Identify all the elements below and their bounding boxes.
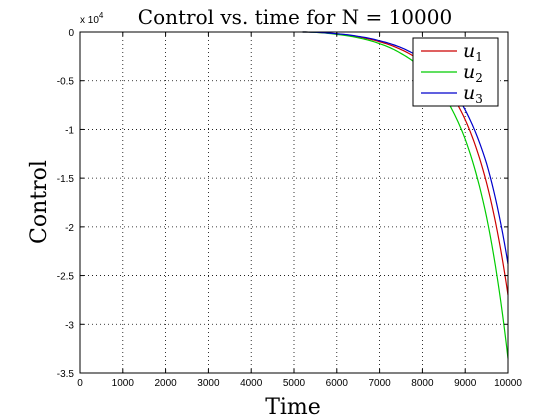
y-tick-label: -1 [65,125,74,136]
y-tick-label: -0.5 [57,77,75,88]
y-axis-label: Control [27,160,52,244]
legend-entry: u3 [463,82,483,106]
legend-entry: u1 [463,40,483,64]
legend-entry: u2 [463,61,483,85]
x-tick-label: 4000 [240,378,263,389]
legend-entry-subscript: 1 [475,50,483,64]
x-tick-label: 6000 [326,378,349,389]
series-line-3 [302,31,509,264]
y-tick-label: 0 [68,28,74,39]
axis-ticks [79,31,509,374]
y-tick-labels: 0 -0.5 -1 -1.5 -2 -2.5 -3 -3.5 [57,28,75,380]
chart-title: Control vs. time for N = 10000 [138,5,452,29]
x-tick-label: 3000 [197,378,220,389]
x-tick-label: 7000 [368,378,391,389]
y-tick-label: -1.5 [57,174,75,185]
y-tick-label: -3 [65,320,74,331]
x-tick-label: 8000 [411,378,434,389]
x-tick-label: 1000 [112,378,135,389]
x-tick-label: 5000 [283,378,306,389]
y-axis-exponent-base: x 10 [80,15,99,26]
y-tick-label: -2.5 [57,272,75,283]
x-tick-label: 2000 [154,378,177,389]
series-line-2 [302,31,509,359]
y-axis-exponent-power: 4 [99,11,104,20]
legend-entry-subscript: 3 [475,92,483,106]
x-tick-labels: 0 1000 2000 3000 4000 5000 6000 7000 8000 9000 100… [77,378,522,389]
legend-entry-name: u [463,40,475,62]
y-tick-label: -2 [65,223,74,234]
series-layer [302,31,509,359]
legend-entry-name: u [463,82,475,104]
legend-entry-name: u [463,61,475,83]
x-axis-label: Time [265,395,321,420]
legend-entry-subscript: 2 [475,71,483,85]
x-tick-label: 9000 [454,378,477,389]
y-axis-exponent: x 104 [80,11,104,26]
x-tick-label: 0 [77,378,83,389]
y-tick-label: -3.5 [57,369,75,380]
x-tick-label: 10000 [494,378,522,389]
